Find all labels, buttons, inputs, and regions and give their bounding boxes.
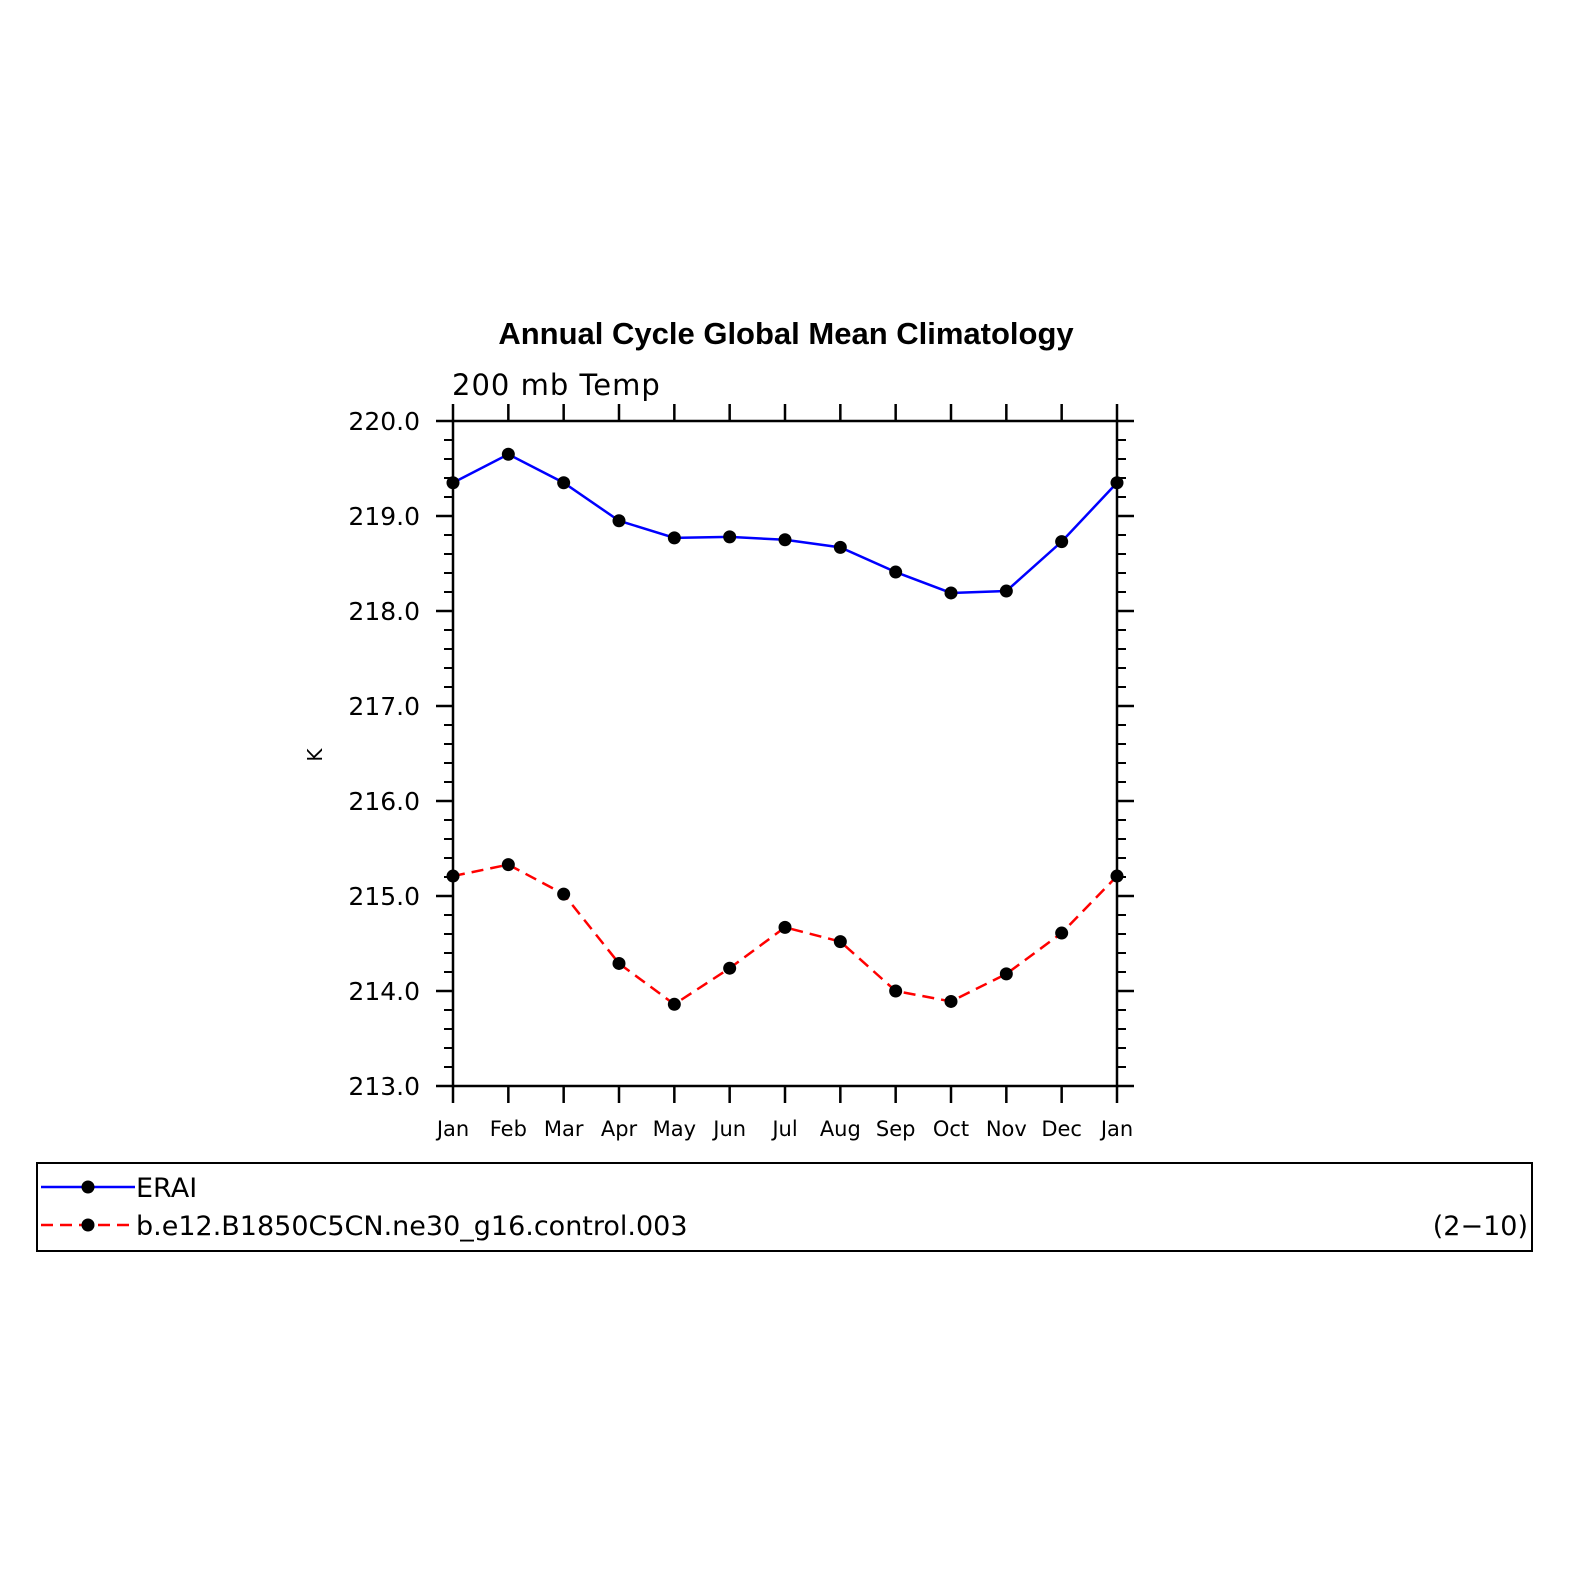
x-tick-label: Aug: [820, 1117, 861, 1141]
y-tick-label: 213.0: [348, 1072, 420, 1101]
series-1-marker: [889, 565, 903, 579]
plot-area: 213.0 214.0 215.0 216.0 217.0 218.0 219.0 220.0…: [348, 404, 1134, 1141]
series-1-marker: [446, 476, 460, 490]
series-1-marker: [833, 540, 847, 554]
series-line-1: [452, 452, 1118, 595]
y-axis-label: K: [303, 748, 327, 762]
series-1-marker: [944, 586, 958, 600]
y-tick-label: 218.0: [348, 597, 420, 626]
y-tick-label: 216.0: [348, 787, 420, 816]
series-1-marker: [999, 584, 1013, 598]
y-tick-label: 214.0: [348, 977, 420, 1006]
x-tick-label: Nov: [986, 1117, 1027, 1141]
x-tick-label: Sep: [876, 1117, 916, 1141]
series-1-marker: [667, 531, 681, 545]
series-2-marker: [557, 887, 571, 901]
series-2-marker: [833, 935, 847, 949]
series-1-marker: [557, 476, 571, 490]
x-tick-label: Mar: [544, 1117, 584, 1141]
legend-note: (2−10): [1433, 1211, 1528, 1242]
x-tick-label: Oct: [933, 1117, 969, 1141]
series-2-marker: [1110, 869, 1124, 883]
x-tick-label: Apr: [601, 1117, 638, 1141]
plot-frame: [451, 419, 1119, 1088]
series-1-marker: [778, 533, 792, 547]
series-2-marker: [944, 994, 958, 1008]
series-2-marker: [723, 961, 737, 975]
series-1-marker: [501, 447, 515, 461]
x-tick-label: Jan: [435, 1117, 469, 1141]
chart-title: Annual Cycle Global Mean Climatology: [498, 316, 1074, 351]
series-1-marker: [612, 514, 626, 528]
x-tick-label: Jan: [1099, 1117, 1133, 1141]
y-tick-label: 215.0: [348, 882, 420, 911]
series-2-marker: [667, 997, 681, 1011]
series-2-marker: [889, 984, 903, 998]
chart-subtitle: 200 mb Temp: [452, 368, 661, 402]
x-tick-label: Dec: [1041, 1117, 1082, 1141]
x-tick-label: Jun: [711, 1117, 746, 1141]
y-tick-label: 217.0: [348, 692, 420, 721]
legend-marker-1: [81, 1180, 95, 1194]
series-1-marker: [723, 530, 737, 544]
series-1-marker: [1110, 476, 1124, 490]
series-2-marker: [999, 967, 1013, 981]
y-tick-label: 219.0: [348, 502, 420, 531]
legend: ERAI b.e12.B1850C5CN.ne30_g16.control.003…: [36, 1162, 1533, 1252]
x-tick-label: May: [653, 1117, 696, 1141]
y-tick-label: 220.0: [348, 407, 420, 436]
legend-label-1: ERAI: [136, 1173, 197, 1204]
legend-label-2: b.e12.B1850C5CN.ne30_g16.control.003: [136, 1211, 688, 1242]
legend-marker-2: [81, 1218, 95, 1232]
series-2-marker: [501, 858, 515, 872]
series-1-marker: [1055, 535, 1069, 549]
legend-box: [36, 1162, 1533, 1252]
x-tick-label: Feb: [490, 1117, 527, 1141]
series-line-2: [452, 863, 1118, 1006]
series-2-marker: [1055, 926, 1069, 940]
x-tick-label: Jul: [770, 1117, 797, 1141]
series-2-marker: [778, 920, 792, 934]
series-2-marker: [446, 869, 460, 883]
series-2-marker: [612, 956, 626, 970]
